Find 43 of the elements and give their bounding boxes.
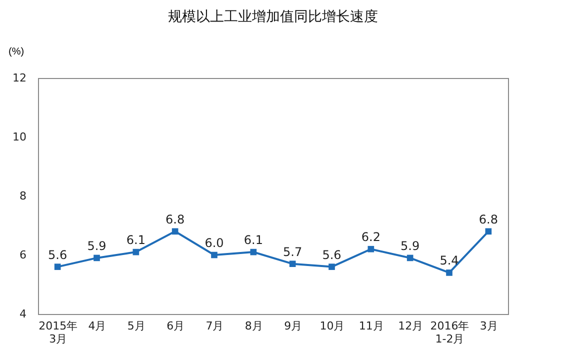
x-tick-label: 11月 (358, 320, 384, 332)
point (172, 228, 178, 235)
y-tick-label: 6 (20, 248, 26, 262)
x-tick-label: 5月 (127, 320, 146, 332)
y-tick-label: 12 (12, 72, 26, 84)
point (368, 246, 374, 252)
data-label: 5.4 (440, 254, 459, 268)
data-label: 6.1 (244, 233, 263, 248)
y-tick-label: 4 (20, 308, 26, 320)
chart-title: 规模以上工业增加值同比增长速度 (168, 9, 378, 25)
x-tick-label: 7月 (206, 320, 224, 332)
point (250, 248, 257, 256)
x-tick-label: 4月 (88, 320, 106, 332)
data-label: 5.9 (87, 238, 106, 253)
data-label: 5.6 (322, 248, 342, 262)
x-tick-label: 8月 (244, 320, 263, 332)
data-label: 6.0 (204, 236, 224, 250)
point (485, 228, 492, 235)
x-tick-label: 2016年 1-2月 (430, 320, 470, 346)
point (211, 252, 218, 258)
y-tick-label: 10 (12, 130, 26, 144)
point (406, 254, 414, 262)
x-tick-label: 12月 (398, 320, 424, 332)
point (328, 264, 335, 270)
data-label: 6.2 (361, 230, 380, 244)
point (289, 260, 296, 268)
data-label: 6.1 (126, 233, 146, 248)
data-label: 5.9 (400, 238, 420, 253)
point (446, 270, 452, 276)
point (54, 264, 61, 270)
data-label: 5.6 (48, 248, 68, 262)
x-tick-label: 10月 (320, 320, 345, 332)
x-tick-label: 6月 (166, 320, 185, 332)
data-label: 6.8 (166, 212, 185, 226)
y-axis-title: (%) (8, 46, 24, 58)
point (132, 248, 140, 256)
y-tick-label: 8 (20, 190, 26, 202)
x-tick-label: 2015年 3月 (38, 320, 78, 346)
data-label: 5.7 (283, 244, 302, 259)
x-tick-label: 3月 (480, 320, 498, 332)
data-label: 6.8 (478, 212, 498, 226)
point (94, 254, 100, 262)
x-tick-label: 9月 (284, 320, 302, 332)
